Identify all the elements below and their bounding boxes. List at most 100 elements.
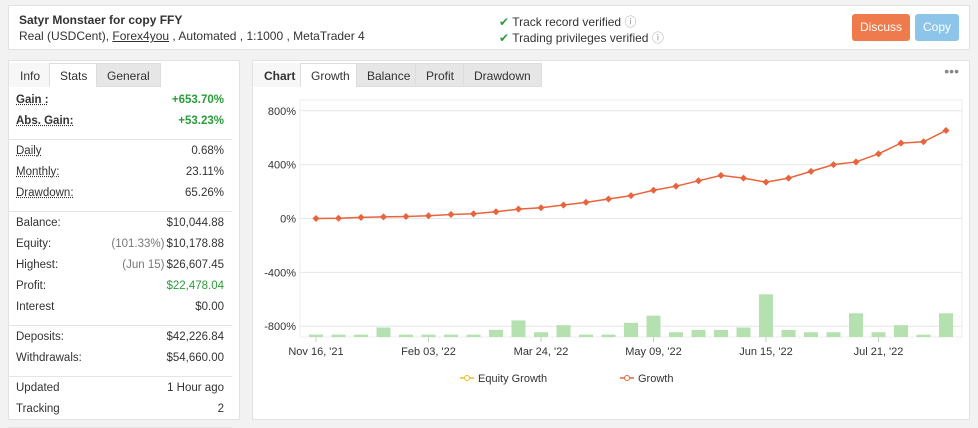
bar (309, 334, 323, 337)
separator (8, 325, 232, 326)
y-tick-label: 0% (280, 214, 296, 226)
details: , Automated , 1:1000 , MetaTrader 4 (169, 29, 365, 43)
point (312, 214, 320, 223)
bar (376, 327, 391, 337)
bar (804, 332, 818, 337)
point (852, 158, 860, 166)
bar (354, 334, 368, 337)
menu[interactable]: ••• (944, 63, 959, 79)
stat-value: $54,660.00 (166, 352, 224, 364)
stat-number: 23.11% (185, 166, 224, 178)
stat-label: Interest (16, 301, 55, 313)
point (874, 150, 883, 158)
bar (646, 315, 661, 337)
x-tick-label: Nov 16, '21 (288, 346, 343, 358)
account-line: Real (USDCent), Forex4you , Automated , … (19, 29, 365, 43)
legend-marker (624, 375, 630, 381)
bar (534, 332, 548, 337)
bar (669, 332, 683, 337)
point (897, 139, 905, 147)
stat-number: 0.68% (191, 145, 224, 157)
stat-value: $22,478.04 (166, 280, 224, 292)
stat-value: 23.11% (186, 166, 224, 178)
copy-button[interactable]: Copy (915, 14, 959, 41)
stat-label: Drawdown: (16, 187, 74, 199)
point (379, 213, 388, 221)
broker-link[interactable]: Forex4you (112, 29, 170, 43)
stat-label: Abs. Gain: (16, 115, 74, 127)
account: Real (USDCent), (19, 29, 113, 43)
point (784, 174, 793, 182)
bar (331, 334, 346, 337)
stat-value: +653.70% (172, 94, 224, 106)
legend-label: Growth (638, 373, 673, 385)
stat-label: Balance: (16, 217, 61, 229)
tab[interactable]: Chart (253, 63, 307, 87)
x-tick-label: Jun 15, '22 (739, 346, 792, 358)
bar (444, 334, 458, 337)
stat-value: 1 Hour ago (167, 382, 224, 394)
stat-number: +653.70% (171, 94, 224, 106)
point (829, 161, 838, 169)
stat-number: $26,607.45 (166, 259, 224, 271)
verified: ✔ Trading privileges verified ⓘ (499, 31, 664, 45)
y-tick-label: -400% (264, 267, 296, 279)
stat-value: 65.26% (185, 187, 224, 199)
point (627, 192, 635, 200)
bar (714, 329, 728, 337)
point (942, 126, 950, 135)
stat-number: 1 Hour ago (167, 382, 224, 394)
separator (8, 211, 232, 212)
separator (8, 139, 232, 140)
legend-marker (464, 375, 470, 381)
stat-value: 0.68% (191, 145, 224, 157)
tab[interactable]: Drawdown (463, 63, 542, 87)
bar (894, 325, 908, 337)
stat-label: Daily (16, 145, 42, 157)
discuss-button[interactable]: Discuss (852, 14, 910, 41)
stat-number: $22,478.04 (166, 280, 224, 292)
point (492, 208, 500, 216)
stat-note: (101.33%) (111, 238, 165, 250)
stat-value: 2 (218, 403, 224, 415)
bar (624, 322, 638, 337)
point (649, 186, 658, 194)
point (604, 195, 613, 203)
tab[interactable]: Stats (49, 63, 99, 87)
point (447, 210, 455, 218)
tab[interactable]: General (96, 63, 161, 87)
stat-label: Profit: (16, 280, 47, 292)
tab[interactable]: Growth (300, 63, 361, 87)
x-tick-label: Mar 24, '22 (514, 346, 569, 358)
tab[interactable]: Profit (415, 63, 466, 87)
stat-label: Updated (16, 382, 60, 394)
bar (556, 325, 571, 337)
bar (781, 329, 796, 337)
stat-number: $42,226.84 (166, 331, 224, 343)
stat-label: Monthly: (16, 166, 60, 178)
stat-value: $0.00 (195, 301, 224, 313)
tab[interactable]: Balance (356, 63, 422, 87)
bar (916, 334, 931, 337)
bar (579, 334, 593, 337)
point (357, 213, 365, 221)
stat-label: Equity: (16, 238, 52, 250)
stat-value: $10,044.88 (166, 217, 224, 229)
point (672, 182, 680, 190)
tab[interactable]: Info (9, 63, 52, 87)
stat-number: $54,660.00 (166, 352, 224, 364)
x-tick-label: May 09, '22 (625, 346, 682, 358)
point (424, 212, 433, 220)
bar (421, 334, 436, 337)
verified: ✔ Track record verified ⓘ (499, 15, 637, 29)
bar (466, 334, 481, 337)
point (762, 178, 770, 186)
bar (399, 334, 413, 337)
stat-label: Highest: (16, 259, 59, 271)
point (514, 205, 523, 213)
stat-label: Deposits: (16, 331, 64, 343)
y-tick-label: 800% (268, 106, 296, 118)
stat-label: Tracking (16, 403, 60, 415)
point (582, 198, 590, 206)
stat-number: 65.26% (184, 187, 224, 199)
